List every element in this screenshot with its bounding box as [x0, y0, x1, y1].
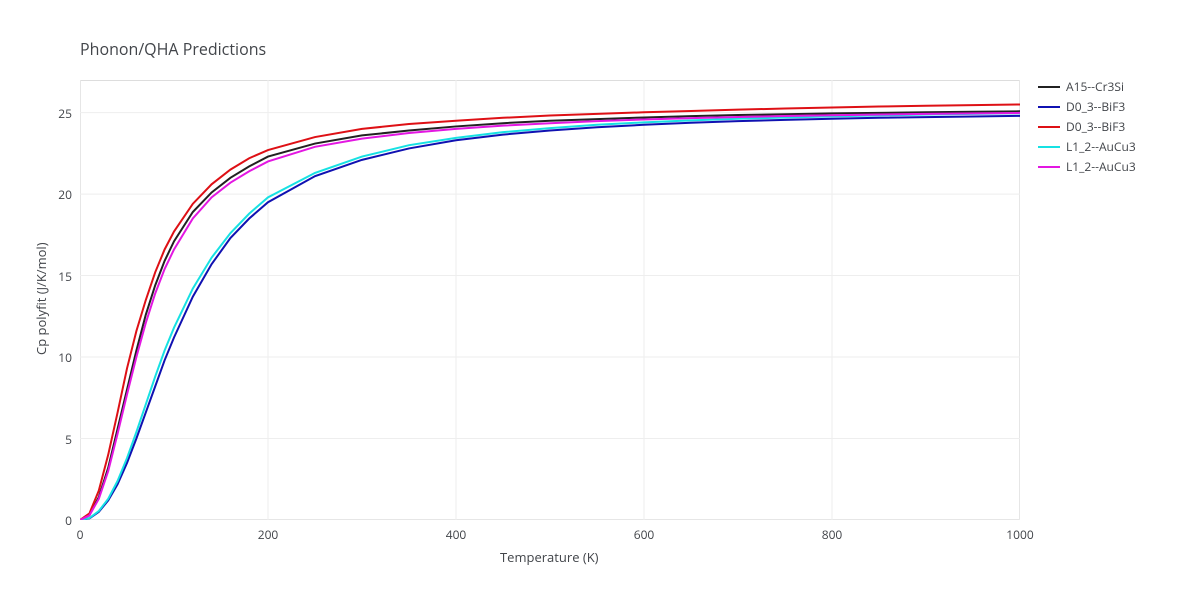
grid-group [80, 80, 1020, 520]
legend-item[interactable]: A15--Cr3Si [1038, 78, 1136, 95]
x-axis-label: Temperature (K) [500, 548, 599, 566]
chart-plot-area [80, 80, 1020, 520]
legend-label: D0_3--BiF3 [1066, 98, 1125, 115]
x-tick-label: 600 [624, 526, 664, 543]
chart-title: Phonon/QHA Predictions [80, 38, 266, 60]
series-group [80, 104, 1020, 520]
legend-item[interactable]: D0_3--BiF3 [1038, 98, 1136, 115]
legend-swatch [1038, 86, 1060, 88]
series-line[interactable] [80, 104, 1020, 520]
y-tick-label: 20 [32, 186, 72, 203]
y-axis-label: Cp polyfit (J/K/mol) [32, 242, 50, 355]
legend: A15--Cr3Si D0_3--BiF3 D0_3--BiF3 L1_2--AuCu… [1038, 78, 1136, 178]
legend-label: L1_2--AuCu3 [1066, 158, 1136, 175]
legend-item[interactable]: L1_2--AuCu3 [1038, 158, 1136, 175]
x-tick-label: 800 [812, 526, 852, 543]
legend-swatch [1038, 166, 1060, 168]
legend-item[interactable]: L1_2--AuCu3 [1038, 138, 1136, 155]
legend-item[interactable]: D0_3--BiF3 [1038, 118, 1136, 135]
legend-swatch [1038, 146, 1060, 148]
y-tick-label: 0 [32, 512, 72, 529]
series-line[interactable] [80, 113, 1020, 520]
legend-swatch [1038, 126, 1060, 128]
legend-label: A15--Cr3Si [1066, 78, 1124, 95]
y-tick-label: 5 [32, 431, 72, 448]
series-line[interactable] [80, 111, 1020, 520]
legend-label: L1_2--AuCu3 [1066, 138, 1136, 155]
y-tick-label: 25 [32, 105, 72, 122]
series-line[interactable] [80, 113, 1020, 520]
x-tick-label: 400 [436, 526, 476, 543]
legend-label: D0_3--BiF3 [1066, 118, 1125, 135]
legend-swatch [1038, 106, 1060, 108]
x-tick-label: 200 [248, 526, 288, 543]
x-tick-label: 1000 [1000, 526, 1040, 543]
plot-border [81, 81, 1020, 520]
